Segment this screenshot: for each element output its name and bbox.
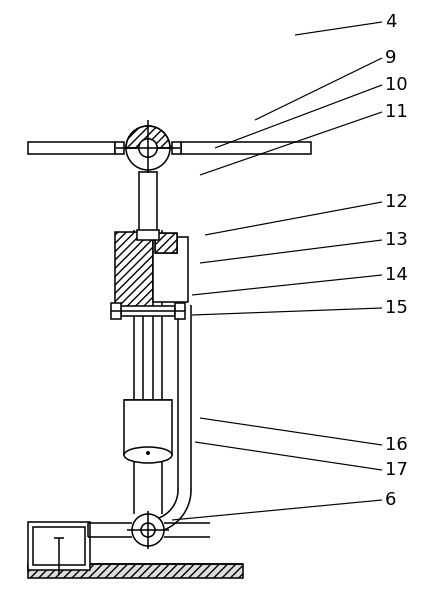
Text: 14: 14 — [385, 266, 408, 284]
Circle shape — [132, 514, 164, 546]
Circle shape — [126, 126, 170, 170]
Bar — [121, 306, 175, 316]
Bar — [115, 142, 124, 154]
Bar — [155, 233, 177, 253]
Circle shape — [146, 451, 150, 455]
Ellipse shape — [124, 447, 172, 463]
Bar — [153, 237, 188, 302]
Bar — [28, 564, 243, 578]
Bar — [28, 142, 115, 154]
Text: 9: 9 — [385, 49, 396, 67]
Text: 4: 4 — [385, 13, 396, 31]
Wedge shape — [126, 126, 170, 148]
Text: 11: 11 — [385, 103, 408, 121]
Text: 13: 13 — [385, 231, 408, 249]
Bar — [137, 230, 159, 240]
Bar — [181, 142, 311, 154]
Bar — [172, 142, 181, 154]
Text: 16: 16 — [385, 436, 408, 454]
Bar — [111, 303, 121, 319]
Text: 10: 10 — [385, 76, 408, 94]
Bar — [139, 172, 157, 232]
Text: 12: 12 — [385, 193, 408, 211]
Bar — [124, 400, 172, 455]
Bar — [115, 232, 153, 310]
Text: 17: 17 — [385, 461, 408, 479]
Text: 6: 6 — [385, 491, 396, 509]
Bar — [28, 522, 90, 570]
Text: 15: 15 — [385, 299, 408, 317]
Circle shape — [141, 523, 155, 537]
Circle shape — [139, 139, 157, 157]
Bar — [155, 233, 177, 253]
Bar — [33, 527, 85, 565]
Bar — [175, 303, 185, 319]
